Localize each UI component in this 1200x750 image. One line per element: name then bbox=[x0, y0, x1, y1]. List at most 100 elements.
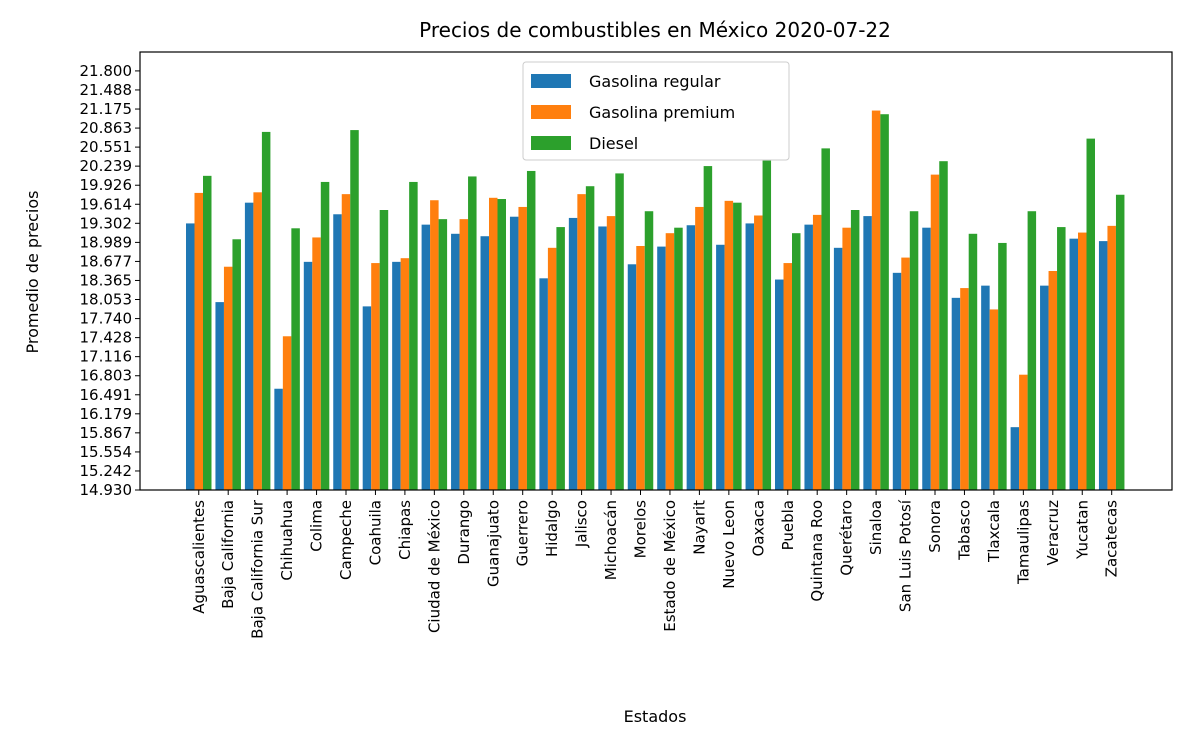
bar bbox=[291, 228, 300, 491]
x-tick-label: Aguascalientes bbox=[190, 500, 208, 614]
y-tick-label: 16.803 bbox=[80, 367, 133, 385]
bar bbox=[1019, 374, 1028, 490]
bar bbox=[203, 175, 212, 490]
x-tick-label: Yucatan bbox=[1073, 500, 1091, 560]
legend-label: Gasolina premium bbox=[589, 103, 735, 122]
y-tick-label: 15.242 bbox=[80, 462, 133, 480]
x-axis-label: Estados bbox=[624, 707, 687, 726]
bar bbox=[547, 247, 557, 490]
x-tick-label: Baja California Sur bbox=[249, 499, 267, 639]
bar bbox=[606, 216, 616, 490]
bar bbox=[585, 186, 595, 490]
series-1 bbox=[194, 110, 1116, 491]
x-tick-label: Chihuahua bbox=[278, 500, 296, 581]
bar bbox=[392, 261, 401, 490]
bar bbox=[577, 194, 586, 490]
x-tick-label: Sinaloa bbox=[867, 500, 885, 555]
x-tick-label: Morelos bbox=[632, 500, 650, 559]
x-tick-label: Ciudad de México bbox=[425, 500, 443, 633]
bar bbox=[951, 297, 961, 490]
bar bbox=[901, 257, 910, 490]
legend-box bbox=[522, 61, 790, 161]
y-axis-label: Promedio de precios bbox=[23, 191, 42, 354]
bar bbox=[333, 214, 342, 490]
bar bbox=[783, 263, 792, 490]
y-tick-label: 20.863 bbox=[80, 119, 133, 137]
bar bbox=[539, 278, 548, 490]
bar bbox=[320, 181, 330, 490]
x-tick-label: Coahuila bbox=[366, 500, 384, 565]
legend-swatch bbox=[531, 136, 571, 150]
bar bbox=[1069, 238, 1078, 490]
bar bbox=[1078, 232, 1087, 490]
bar bbox=[762, 160, 772, 490]
x-tick-label: Nayarit bbox=[690, 500, 708, 555]
y-tick-label: 15.867 bbox=[80, 424, 133, 442]
y-axis: 14.93015.24215.55415.86716.17916.49116.8… bbox=[80, 62, 140, 499]
bar bbox=[833, 247, 843, 490]
x-tick-label: Guerrero bbox=[514, 500, 532, 566]
x-tick-label: Jalisco bbox=[573, 500, 591, 548]
y-tick-label: 21.175 bbox=[80, 100, 133, 118]
bar bbox=[930, 174, 940, 490]
legend-swatch bbox=[531, 105, 571, 119]
bar bbox=[371, 263, 380, 490]
y-tick-label: 17.428 bbox=[80, 329, 133, 347]
x-tick-label: Chiapas bbox=[396, 500, 414, 560]
y-tick-label: 18.053 bbox=[80, 290, 133, 308]
plot-area: 14.93015.24215.55415.86716.17916.49116.8… bbox=[80, 51, 1173, 639]
bar bbox=[379, 210, 389, 490]
bar bbox=[939, 161, 948, 490]
x-tick-label: Campeche bbox=[337, 500, 355, 580]
y-tick-label: 17.740 bbox=[80, 310, 133, 328]
legend-swatch bbox=[531, 74, 571, 88]
y-tick-label: 15.554 bbox=[80, 443, 133, 461]
bar bbox=[186, 223, 195, 491]
bar bbox=[1040, 285, 1049, 490]
bar bbox=[665, 233, 675, 490]
y-tick-label: 16.491 bbox=[80, 386, 133, 404]
bar bbox=[909, 211, 919, 490]
x-tick-label: Oaxaca bbox=[749, 500, 767, 557]
bar bbox=[863, 216, 872, 490]
bar bbox=[842, 227, 851, 490]
bar bbox=[350, 130, 359, 490]
bar bbox=[261, 131, 271, 490]
y-tick-label: 18.677 bbox=[80, 252, 133, 270]
bar bbox=[636, 245, 645, 490]
bar bbox=[312, 237, 321, 490]
bar bbox=[775, 279, 784, 490]
bar bbox=[1086, 138, 1095, 490]
x-tick-label: Colima bbox=[308, 500, 326, 552]
bar bbox=[556, 227, 565, 490]
x-tick-label: Guanajuato bbox=[484, 500, 502, 587]
bar bbox=[232, 239, 241, 490]
bar bbox=[274, 388, 283, 490]
x-tick-label: Zacatecas bbox=[1103, 500, 1121, 577]
y-tick-label: 21.488 bbox=[80, 81, 133, 99]
legend: Gasolina regular Gasolina premium Diesel bbox=[522, 61, 790, 161]
bar bbox=[1010, 427, 1020, 490]
bar bbox=[804, 224, 813, 490]
bar bbox=[598, 226, 607, 490]
bar bbox=[1107, 225, 1116, 491]
bar bbox=[1057, 227, 1066, 490]
bar bbox=[686, 225, 696, 490]
x-tick-label: Baja California bbox=[219, 500, 237, 609]
bar bbox=[880, 114, 889, 490]
bar bbox=[409, 181, 418, 490]
bar bbox=[215, 302, 224, 490]
x-tick-label: Nuevo Leon bbox=[720, 500, 738, 589]
bar bbox=[400, 258, 410, 490]
bar bbox=[703, 166, 713, 490]
x-tick-label: Quintana Roo bbox=[808, 500, 826, 602]
bar bbox=[518, 206, 527, 490]
bar bbox=[892, 272, 902, 490]
bar bbox=[657, 246, 666, 490]
x-tick-label: San Luis Potosí bbox=[897, 499, 915, 612]
x-tick-label: Tabasco bbox=[955, 500, 973, 561]
bar bbox=[733, 202, 742, 490]
x-tick-label: Puebla bbox=[779, 500, 797, 550]
bar bbox=[922, 227, 931, 490]
